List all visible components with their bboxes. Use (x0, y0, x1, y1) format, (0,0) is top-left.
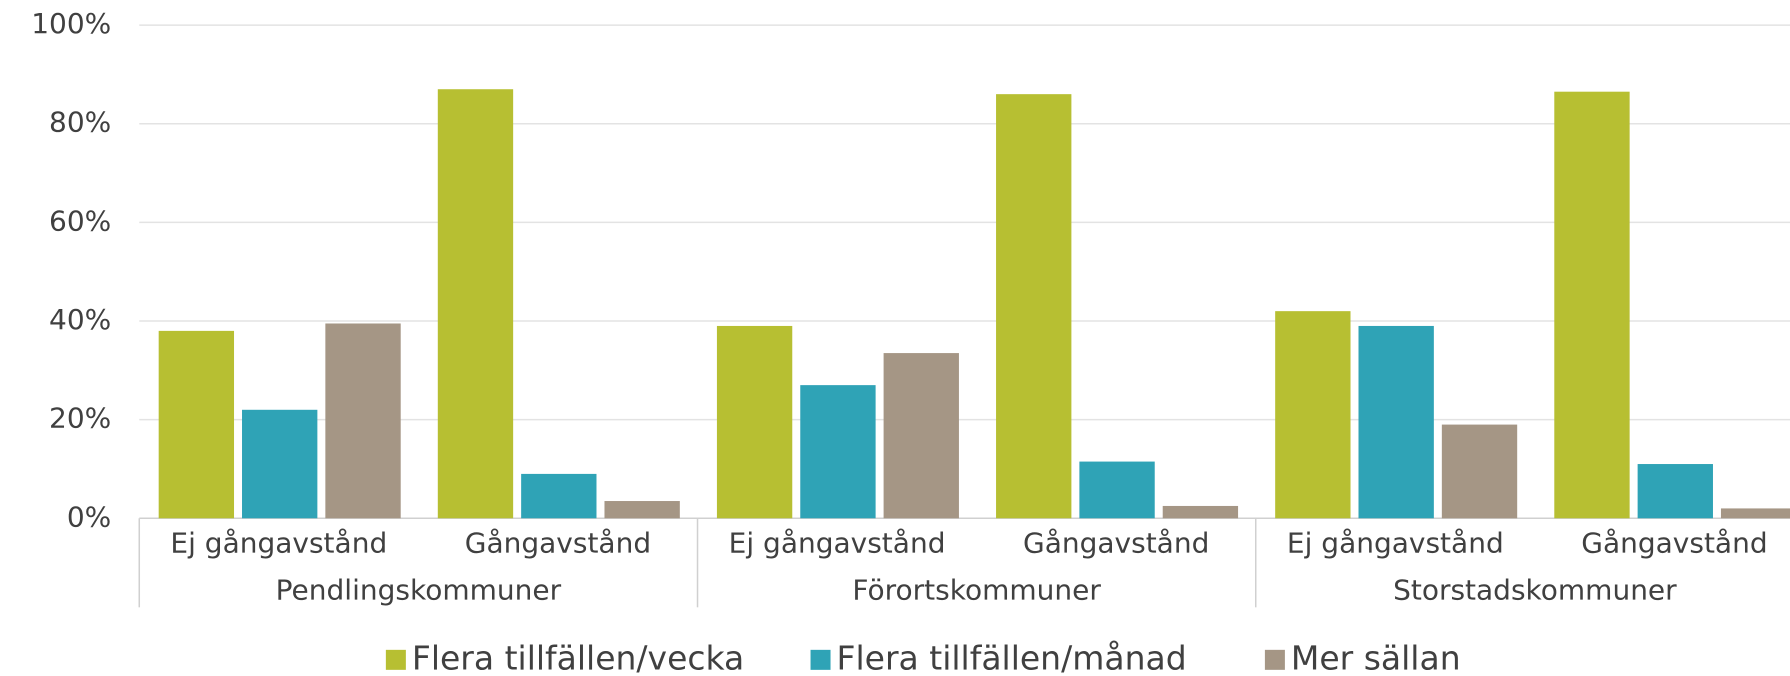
bar (242, 409, 318, 519)
bar (800, 385, 876, 519)
bar (1720, 508, 1790, 519)
bar (1079, 461, 1155, 519)
bar (604, 501, 680, 519)
y-tick-label: 40% (49, 303, 111, 336)
bar (1554, 91, 1630, 519)
y-tick-label: 60% (49, 204, 111, 237)
legend-swatch (810, 649, 831, 670)
legend-swatch (385, 649, 406, 670)
bar (521, 473, 597, 519)
bar (883, 353, 959, 519)
legend-swatch (1264, 649, 1285, 670)
bar (158, 330, 235, 519)
bar (1358, 325, 1434, 519)
x-tick-label: Ej gångavstånd (170, 527, 387, 560)
y-tick-label: 100% (31, 7, 111, 40)
bar (996, 94, 1072, 519)
bar (325, 323, 401, 519)
legend-label: Flera tillfällen/månad (837, 638, 1187, 676)
group-label: Förortskommuner (852, 573, 1101, 606)
x-tick-label: Gångavstånd (1023, 527, 1209, 560)
group-label: Storstadskommuner (1393, 573, 1677, 606)
x-tick-label: Ej gångavstånd (1287, 527, 1504, 560)
legend-label: Mer sällan (1291, 638, 1461, 676)
y-tick-label: 20% (49, 402, 111, 435)
bar (437, 89, 514, 519)
bar (1637, 464, 1713, 519)
bar (716, 325, 793, 519)
x-tick-label: Gångavstånd (1581, 527, 1767, 560)
y-tick-label: 0% (67, 500, 111, 533)
legend-label: Flera tillfällen/vecka (412, 638, 744, 676)
bar (1162, 505, 1239, 519)
group-label: Pendlingskommuner (276, 573, 562, 606)
x-tick-label: Ej gångavstånd (729, 527, 946, 560)
bar (1275, 311, 1351, 519)
y-tick-label: 80% (49, 106, 111, 139)
x-tick-label: Gångavstånd (465, 527, 651, 560)
bar (1441, 424, 1518, 519)
